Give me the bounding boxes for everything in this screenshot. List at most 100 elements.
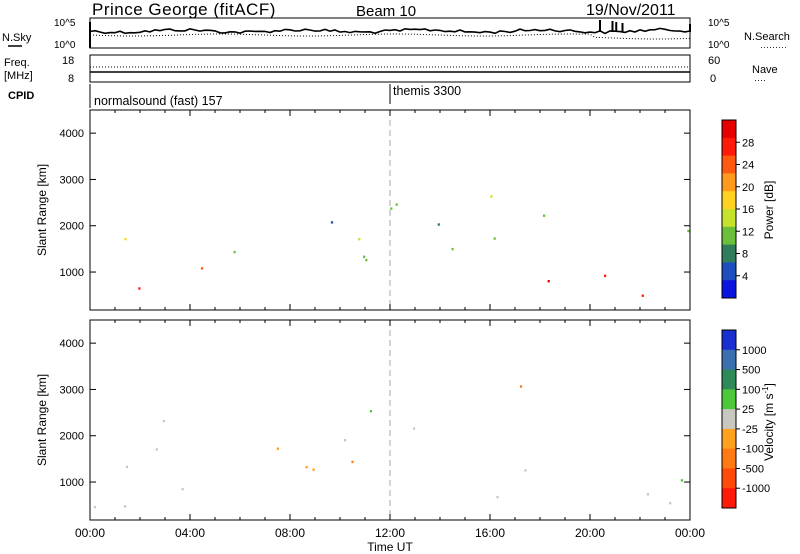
velocity-cell <box>125 465 129 469</box>
freq-label-1: Freq. <box>4 57 30 69</box>
velocity-cbar-label: Velocity [m s-1] <box>761 383 776 461</box>
velocity-cell <box>646 493 649 496</box>
power-cell <box>390 207 393 210</box>
power-cbar-swatch <box>722 226 736 246</box>
power-cbar-swatch <box>722 120 736 139</box>
power-cell <box>330 221 334 224</box>
power-cell <box>395 203 398 206</box>
beam-title: Beam 10 <box>356 3 416 20</box>
x-tick-label: 00:00 <box>675 526 705 540</box>
freq-panel-frame <box>89 54 691 83</box>
power-cell <box>365 258 368 262</box>
power-cell <box>490 195 493 198</box>
velocity-colorbar: 1000 500 100 25 -25 -100 -500 -1000 <box>721 329 770 509</box>
velocity-ylabel: Slant Range [km] <box>35 374 49 466</box>
freq-panel: Freq. [MHz] 18 8 60 0 Nave ···· <box>4 54 778 85</box>
noise-search-trace <box>89 33 691 40</box>
nave-legend: ···· <box>754 75 766 85</box>
power-cell <box>641 294 644 297</box>
power-cell <box>493 237 496 240</box>
cpid-label: CPID <box>8 90 34 102</box>
velocity-cell <box>519 385 523 388</box>
power-cbar-tick-label: 20 <box>742 182 754 194</box>
x-axis-label: Time UT <box>367 540 413 554</box>
velocity-cbar-tick-label: -500 <box>742 463 764 475</box>
velocity-cbar-swatch <box>722 428 736 450</box>
cpid-mode-2: themis 3300 <box>393 84 461 98</box>
freq-right-tick-bottom: 0 <box>710 73 716 85</box>
velocity-cell <box>276 447 279 450</box>
station-title: Prince George (fitACF) <box>92 0 276 19</box>
velocity-cell <box>162 419 165 423</box>
velocity-cell <box>155 448 158 451</box>
velocity-cell <box>669 502 672 505</box>
power-cbar-tick-label: 4 <box>742 271 748 283</box>
y-tick-label: 1000 <box>60 477 84 489</box>
velocity-cell <box>181 488 184 491</box>
velocity-cbar-tick-label: 25 <box>742 404 754 416</box>
x-tick-label: 08:00 <box>275 526 305 540</box>
freq-left-tick-top: 18 <box>62 55 74 67</box>
velocity-cell <box>351 460 354 464</box>
x-axis-tick-labels: 00:00 04:00 08:00 12:00 16:00 20:00 00:00 <box>75 526 705 540</box>
velocity-cbar-label-sup: -1 <box>761 386 770 394</box>
freq-right-tick-top: 60 <box>708 55 720 67</box>
velocity-cell <box>312 468 315 471</box>
y-tick-label: 3000 <box>60 384 84 396</box>
power-ylabel: Slant Range [km] <box>35 164 49 256</box>
velocity-cell <box>305 466 308 469</box>
velocity-cell <box>124 505 127 508</box>
power-cell <box>358 238 361 241</box>
x-tick-label: 12:00 <box>375 526 405 540</box>
velocity-cell <box>369 410 372 413</box>
velocity-cbar-frame <box>721 329 737 509</box>
noise-spikes <box>89 20 691 48</box>
noise-left-label: N.Sky <box>2 32 32 44</box>
power-cell <box>138 287 141 290</box>
noise-sky-trace <box>89 27 691 35</box>
y-tick-label: 1000 <box>60 267 84 279</box>
date-title: 19/Nov/2011 <box>586 2 676 19</box>
power-cbar-tick-label: 16 <box>742 204 754 216</box>
velocity-cbar-tick-label: -25 <box>742 424 758 436</box>
freq-label-2: [MHz] <box>4 70 33 82</box>
velocity-cbar-tick-label: 500 <box>742 365 760 377</box>
velocity-cell <box>93 505 96 509</box>
velocity-scatter <box>93 385 683 509</box>
velocity-cbar-swatch <box>722 488 736 509</box>
velocity-cbar-tick-label: -100 <box>742 444 764 456</box>
power-cell <box>200 267 204 270</box>
power-cbar-tick-label: 24 <box>742 160 754 172</box>
velocity-cell <box>344 439 347 442</box>
y-tick-label: 4000 <box>60 128 84 140</box>
velocity-cbar-swatch <box>722 389 736 410</box>
velocity-cell <box>524 469 527 472</box>
power-scatter <box>124 195 690 297</box>
x-tick-label: 04:00 <box>175 526 205 540</box>
power-cbar-tick-label: 8 <box>742 249 748 261</box>
velocity-y-axis: 4000 3000 2000 1000 <box>60 338 690 489</box>
y-tick-label: 2000 <box>60 221 84 233</box>
velocity-cbar-swatch <box>722 448 736 469</box>
power-cbar-tick-label: 12 <box>742 226 754 238</box>
freq-left-tick-bottom: 8 <box>68 73 74 85</box>
velocity-cell <box>680 479 683 482</box>
power-cbar-swatch <box>722 191 736 210</box>
power-cell <box>687 229 690 233</box>
noise-panel: N.Sky 10^5 10^0 10^5 10^0 N.Search ·····… <box>2 17 790 52</box>
power-cbar-swatch <box>722 137 736 157</box>
power-cell <box>363 255 366 258</box>
velocity-cbar-swatch <box>722 409 736 430</box>
power-cbar-swatch <box>722 244 736 263</box>
y-tick-label: 2000 <box>60 431 84 443</box>
power-colorbar: 28 24 20 16 12 8 4 <box>721 119 754 299</box>
power-cell <box>604 274 607 277</box>
noise-right-tick-top: 10^5 <box>708 18 730 29</box>
velocity-cbar-tick-label: -1000 <box>742 483 770 495</box>
velocity-cbar-label-main: Velocity [m s <box>762 394 776 461</box>
power-cell <box>437 223 440 226</box>
noise-right-label: N.Search <box>744 31 790 43</box>
noise-left-tick-bottom: 10^0 <box>54 40 76 51</box>
velocity-cbar-swatch <box>722 369 736 390</box>
